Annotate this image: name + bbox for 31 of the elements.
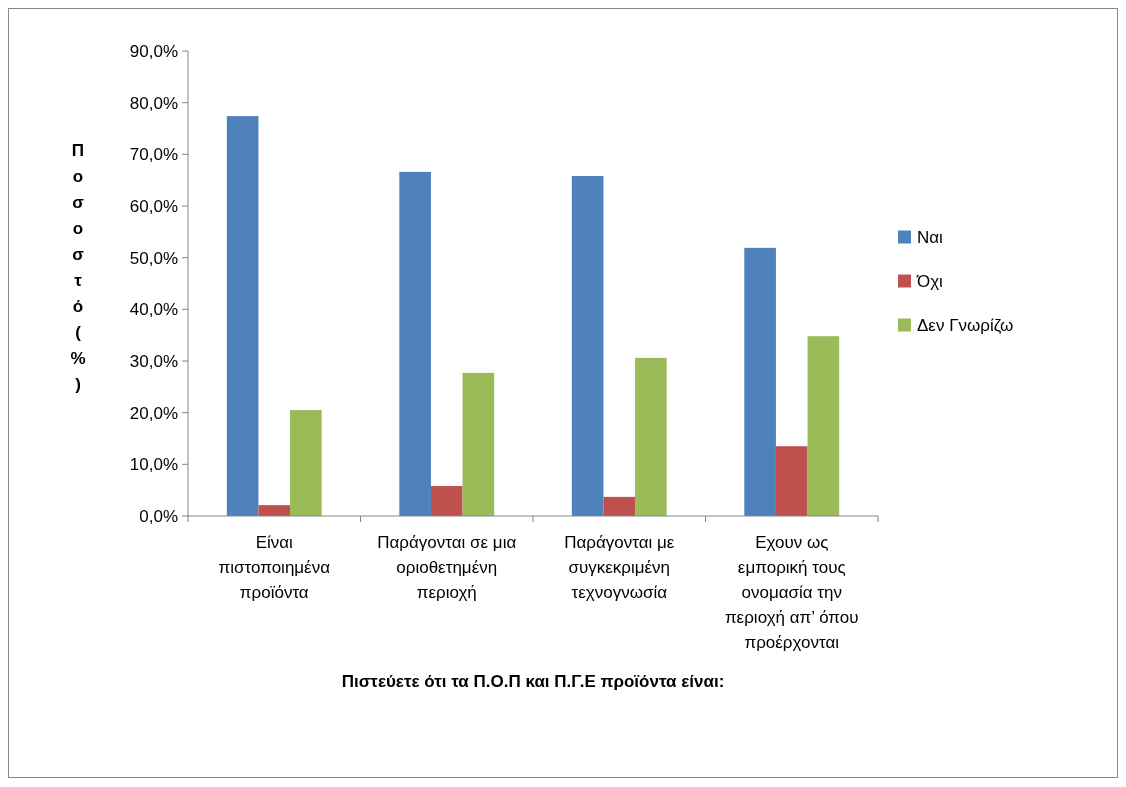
x-tick-label: Εχουν ως εμπορική τους ονομασία την περιοχή απ’ όπου προέρχονται [724, 533, 859, 652]
x-tick-label: Παράγονται με συγκεκριμένη τεχνογνωσία [564, 533, 675, 602]
bar [603, 496, 636, 516]
bar [290, 410, 322, 516]
bar [807, 336, 840, 516]
y-tick-label: 20,0% [129, 403, 178, 423]
y-tick-label: 0,0% [139, 506, 178, 526]
x-tick-label: Είναι πιστοποιημένα προϊόντα [218, 533, 331, 602]
legend-label: Δεν Γνωρίζω [917, 316, 1014, 336]
bar [258, 505, 291, 516]
bar [462, 372, 495, 516]
y-tick-label: 90,0% [129, 41, 178, 61]
bar [226, 116, 259, 516]
y-tick-label: 60,0% [129, 196, 178, 216]
y-tick-label: 70,0% [129, 145, 178, 165]
legend-label: Όχι [916, 272, 944, 292]
y-tick-label: 10,0% [129, 455, 178, 475]
y-tick-label: 30,0% [129, 351, 178, 371]
bar [571, 176, 604, 516]
y-tick-label: 40,0% [129, 300, 178, 320]
legend-label: Ναι [917, 228, 944, 248]
x-axis-title: Πιστεύετε ότι τα Π.Ο.Π και Π.Γ.Ε προϊόντα είναι: [341, 672, 725, 691]
y-tick-label: 50,0% [129, 248, 178, 268]
bar [399, 171, 431, 516]
bar [635, 357, 667, 516]
y-tick-label: 80,0% [129, 93, 178, 113]
bar [775, 446, 808, 516]
bar [430, 486, 463, 516]
x-tick-label: Παράγονται σε μια οριοθετημένη περιοχή [377, 533, 517, 602]
bar [744, 247, 776, 516]
text: Ποσοστό (%) [70, 141, 86, 394]
